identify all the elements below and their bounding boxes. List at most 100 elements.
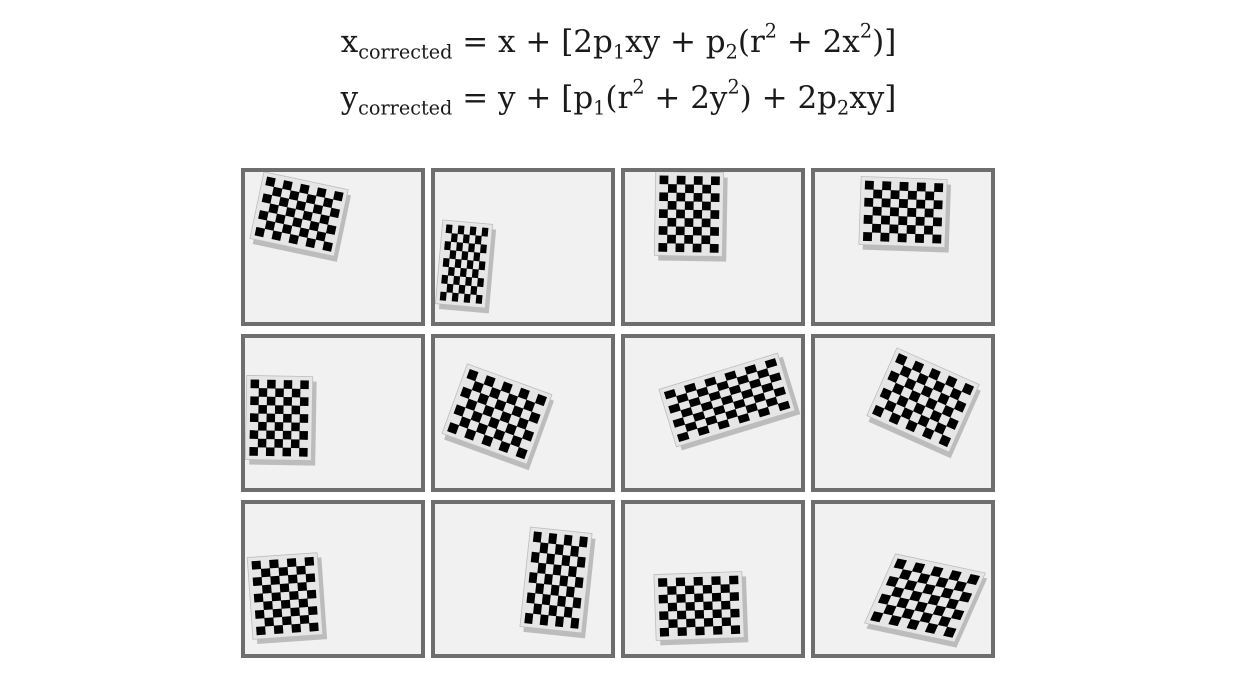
checker-square — [278, 566, 289, 577]
checker-square — [944, 375, 958, 388]
checker-square — [473, 252, 481, 262]
checker-square — [298, 598, 309, 608]
checker-square — [510, 435, 523, 448]
checker-square — [258, 210, 269, 221]
checker-square — [899, 181, 909, 191]
checker-square — [471, 380, 484, 394]
checker-square — [896, 395, 909, 408]
checker-square — [916, 372, 929, 386]
checker-square — [280, 599, 291, 609]
calibration-image-cell — [241, 500, 425, 658]
checker-square — [254, 609, 265, 619]
checker-square — [920, 385, 934, 398]
checker-square — [667, 217, 677, 227]
checker-square — [896, 597, 910, 609]
checker-square — [528, 411, 541, 424]
checker-square — [457, 225, 465, 235]
checker-square — [287, 574, 298, 584]
checker-square — [319, 214, 330, 225]
checker-square — [541, 594, 551, 606]
checker-square — [528, 572, 538, 584]
calibration-image-cell — [431, 500, 615, 658]
checker-square — [329, 207, 341, 219]
checker-square — [924, 208, 934, 218]
checker-square — [917, 573, 931, 585]
checker-square — [938, 434, 952, 448]
checker-square — [291, 388, 301, 398]
checker-square — [447, 266, 455, 277]
checker-square — [252, 577, 263, 587]
checker-square — [684, 382, 697, 394]
checker-square — [925, 397, 938, 411]
checker-square — [555, 615, 564, 628]
checker-square — [539, 542, 549, 554]
checker-square — [281, 223, 293, 235]
checker-square — [694, 609, 705, 619]
calibration-image-cell — [621, 500, 805, 658]
checker-square — [258, 404, 267, 414]
checker-square — [568, 565, 577, 578]
checker-square — [537, 562, 547, 574]
checker-square — [275, 388, 284, 398]
calibration-image-cell — [811, 168, 995, 326]
checker-square — [756, 368, 770, 379]
checker-square — [711, 576, 721, 586]
checker-square — [249, 413, 259, 423]
checker-square — [702, 184, 712, 194]
checker-square — [893, 558, 907, 570]
checker-square — [961, 382, 975, 396]
checker-square — [300, 380, 309, 390]
calibration-image-cell — [621, 334, 805, 492]
checker-square — [447, 422, 460, 435]
checker-square — [260, 568, 271, 578]
checker-square — [290, 607, 300, 617]
checker-square — [915, 216, 925, 226]
checker-square — [325, 224, 337, 235]
checker-square — [548, 605, 558, 617]
checker-square — [927, 594, 941, 606]
checker-square — [305, 193, 317, 205]
checker-square — [949, 387, 962, 401]
checker-square — [290, 439, 300, 449]
checker-square — [713, 625, 723, 635]
checker-square — [895, 353, 908, 366]
checker-square — [914, 601, 928, 613]
checker-square — [945, 598, 960, 610]
checker-square — [871, 223, 882, 233]
checker-square — [292, 217, 303, 228]
checker-square — [322, 197, 334, 208]
checker-square — [524, 612, 534, 624]
checker-square — [316, 187, 327, 198]
checker-square — [692, 243, 702, 253]
checker-square — [274, 422, 284, 431]
checker-square — [873, 189, 883, 199]
checker-square — [675, 243, 685, 253]
checker-square — [304, 556, 315, 566]
checker-square — [291, 623, 302, 633]
checker-square — [282, 430, 292, 440]
checker-square — [476, 422, 489, 435]
checker-square — [265, 447, 275, 457]
checker-square — [911, 360, 925, 374]
checker-square — [266, 430, 275, 440]
checker-square — [249, 447, 258, 456]
checker-square — [888, 615, 902, 627]
checker-square — [676, 610, 687, 620]
checker-square — [257, 438, 267, 448]
checker-square — [463, 293, 471, 303]
checker-square — [765, 396, 779, 408]
checker-square — [862, 232, 873, 242]
checker-square — [282, 616, 292, 626]
checker-square — [546, 553, 556, 565]
checker-square — [298, 227, 310, 238]
checker-square — [274, 439, 283, 448]
checker-square — [966, 573, 981, 585]
checker-square — [710, 227, 719, 236]
checker-square — [451, 292, 459, 302]
checker-square — [469, 226, 477, 236]
equation-x-corrected: xcorrected = x + [2p1xy + p2(r2 + 2x2)] — [340, 19, 897, 64]
checker-square — [877, 593, 892, 605]
checker-square — [676, 594, 686, 603]
checker-square — [676, 431, 690, 443]
checker-square — [668, 619, 678, 628]
